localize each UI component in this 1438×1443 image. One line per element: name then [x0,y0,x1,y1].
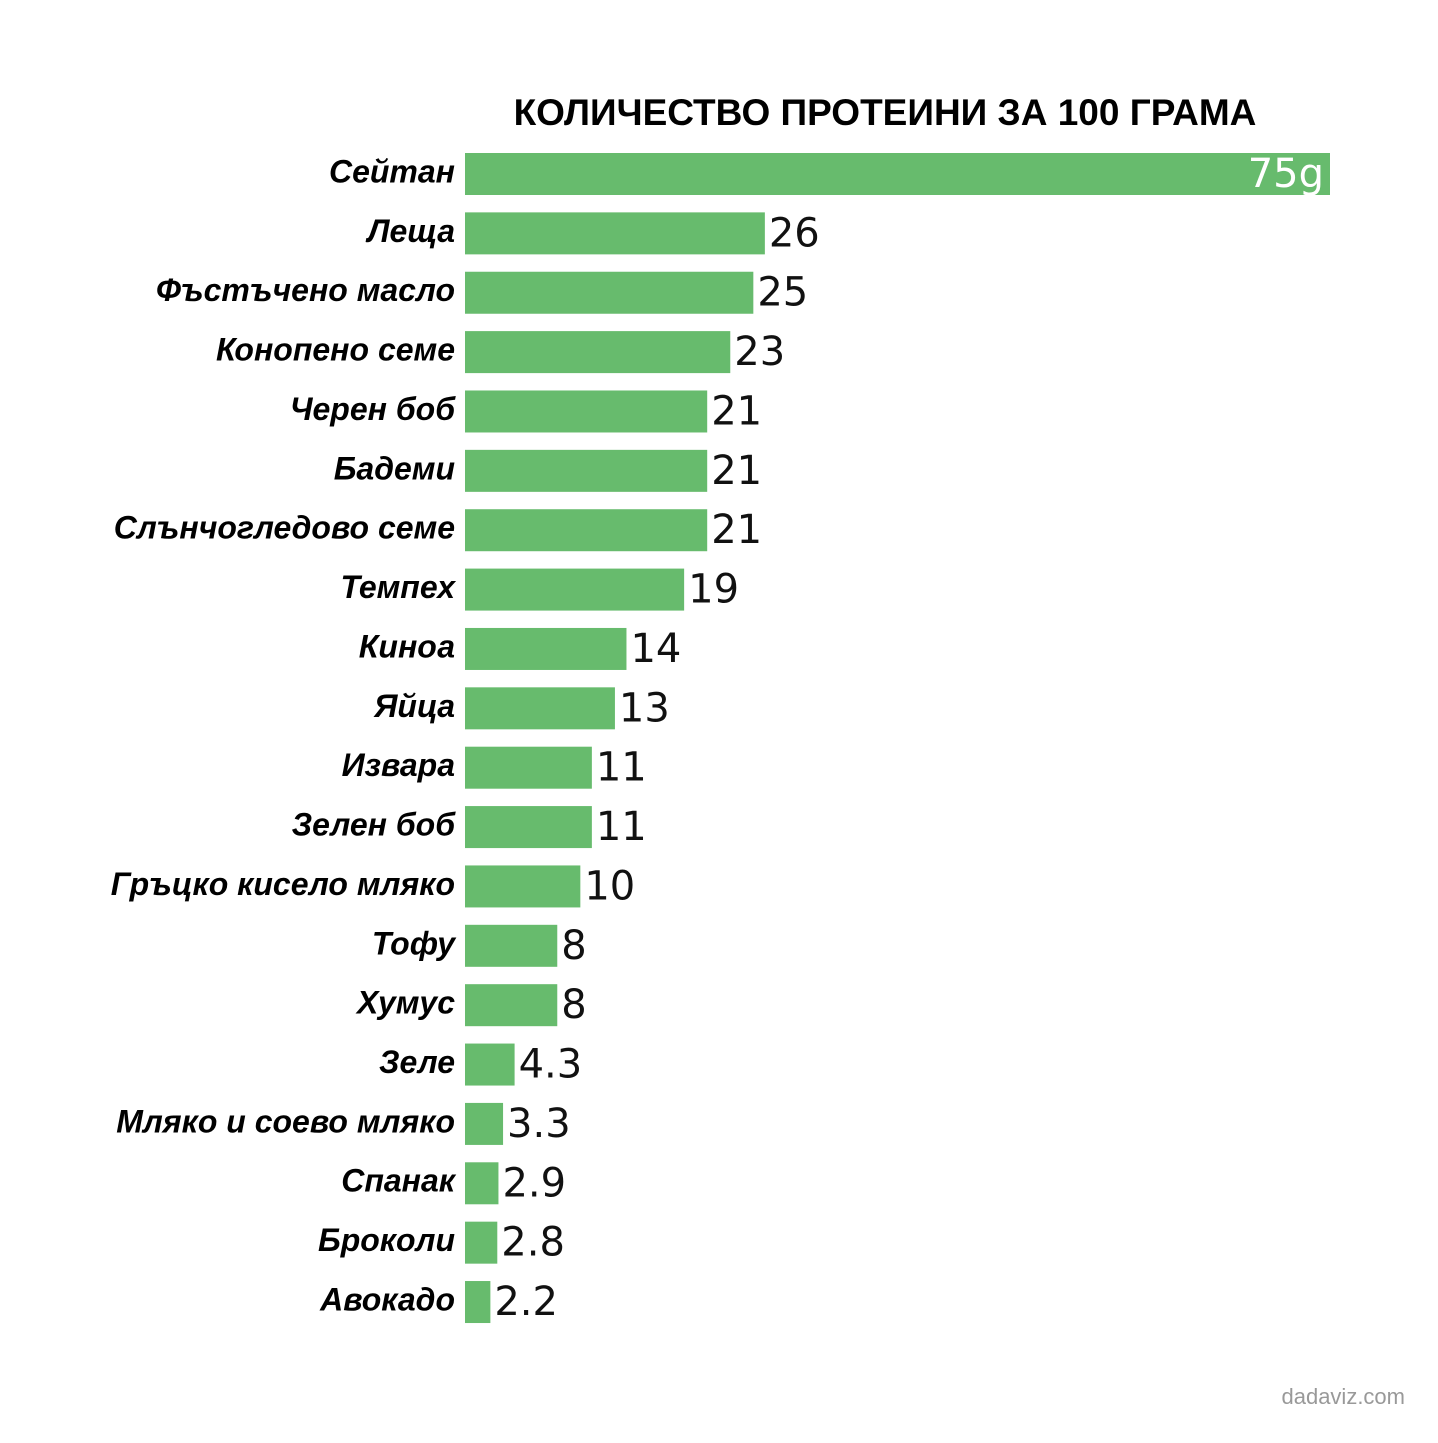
bar [465,627,627,670]
value-label: 11 [596,804,647,850]
value-label: 2.9 [502,1160,566,1206]
value-label: 8 [561,923,586,969]
category-label: Черен боб [290,391,456,427]
bar [465,1102,504,1145]
value-label: 13 [619,685,670,731]
category-label: Яйца [373,688,455,724]
bar [465,390,708,433]
value-label: 3.3 [507,1101,571,1147]
category-label: Сейтан [329,153,455,189]
category-label: Бадеми [334,450,455,486]
bar [465,1162,499,1205]
category-label: Мляко и соево мляко [116,1103,455,1139]
value-label: 75g [1248,151,1324,197]
value-label: 21 [711,507,762,553]
bar [465,746,592,789]
bar [465,1281,491,1324]
value-label: 26 [769,210,820,256]
watermark: dadaviz.com [1281,1384,1405,1409]
category-label: Леща [366,213,456,249]
value-label: 11 [596,745,647,791]
bar [465,271,754,314]
bar [465,153,1330,195]
bar [465,924,558,967]
bar [465,449,708,492]
category-label: Гръцко кисело мляко [111,866,455,902]
value-label: 10 [584,863,635,909]
value-label: 19 [688,567,739,613]
category-label: Зеле [379,1044,455,1080]
value-label: 4.3 [519,1042,583,1088]
category-label: Конопено семе [216,332,455,368]
category-label: Тофу [372,925,457,961]
value-label: 21 [711,448,762,494]
category-label: Фъстъчено масло [156,272,455,308]
category-label: Хумус [355,985,455,1021]
category-label: Броколи [318,1222,455,1258]
category-label: Темпех [340,569,456,605]
category-label: Авокадо [319,1281,455,1317]
chart-title: КОЛИЧЕСТВО ПРОТЕИНИ ЗА 100 ГРАМА [514,92,1257,133]
value-label: 2.8 [501,1220,565,1266]
bar [465,509,708,552]
category-label: Извара [342,747,455,783]
bar [465,1221,498,1264]
bar [465,212,765,255]
category-label: Зелен боб [292,807,457,843]
bar [465,331,731,374]
category-label: Киноа [359,628,455,664]
value-label: 8 [561,982,586,1028]
value-label: 21 [711,388,762,434]
bar [465,984,558,1027]
value-label: 2.2 [494,1279,558,1325]
value-label: 14 [630,626,681,672]
value-label: 23 [734,329,785,375]
bar [465,568,685,611]
bar [465,806,592,849]
bar [465,687,615,730]
category-label: Спанак [341,1163,457,1199]
category-label: Слънчогледово семе [114,510,455,546]
value-label: 25 [757,270,808,316]
bar [465,1043,515,1086]
bar [465,865,581,908]
